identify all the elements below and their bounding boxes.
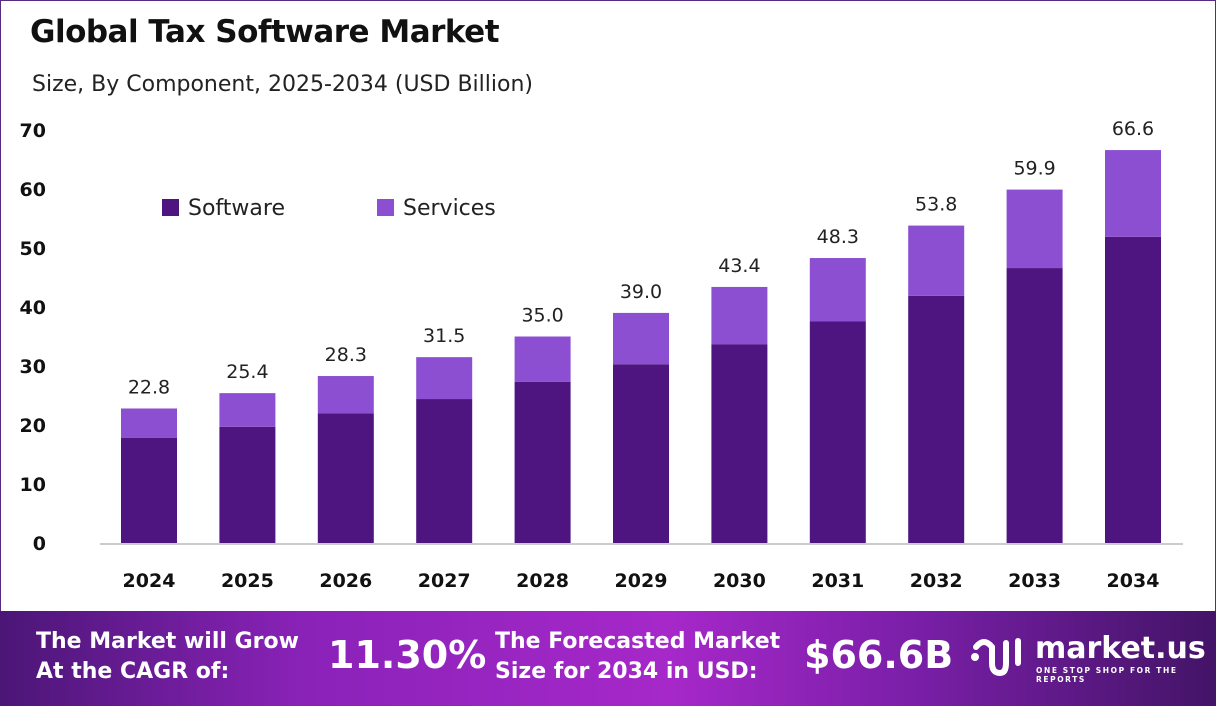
x-tick-label: 2030 <box>713 570 766 592</box>
cagr-label: The Market will Grow At the CAGR of: <box>36 627 299 687</box>
data-label-total: 43.4 <box>718 255 760 277</box>
bar-services-2028 <box>514 336 571 382</box>
bar-software-2030 <box>711 344 768 543</box>
y-tick-label: 30 <box>20 356 46 378</box>
x-tick-label: 2024 <box>123 570 176 592</box>
bar-services-2029 <box>613 312 669 365</box>
bar-services-2026 <box>317 376 374 414</box>
y-tick-label: 50 <box>20 238 46 260</box>
data-label-total: 22.8 <box>128 376 170 398</box>
y-tick-label: 20 <box>20 415 46 437</box>
forecast-label-line2: Size for 2034 in USD: <box>495 659 758 684</box>
legend-swatch-services <box>377 199 394 216</box>
data-label-total: 31.5 <box>423 325 465 347</box>
bar-software-2025 <box>219 426 276 543</box>
bar-software-2027 <box>416 399 473 543</box>
y-tick-label: 0 <box>33 533 46 555</box>
market-us-logo-icon <box>971 638 1021 677</box>
forecast-label-line1: The Forecasted Market <box>495 629 781 654</box>
x-tick-label: 2028 <box>516 570 569 592</box>
cagr-label-line1: The Market will Grow <box>36 629 299 654</box>
legend-swatch-software <box>162 199 179 216</box>
data-label-total: 48.3 <box>817 226 859 248</box>
bar-services-2033 <box>1006 189 1063 269</box>
bar-services-2032 <box>908 225 965 296</box>
brand-tagline: ONE STOP SHOP FOR THE REPORTS <box>1036 666 1178 684</box>
bar-software-2032 <box>908 295 965 543</box>
forecast-label: The Forecasted Market Size for 2034 in U… <box>495 627 780 687</box>
x-tick-label: 2032 <box>910 570 963 592</box>
data-label-total: 28.3 <box>325 344 367 366</box>
data-label-total: 53.8 <box>915 194 957 216</box>
x-tick-label: 2025 <box>221 570 274 592</box>
bar-software-2026 <box>317 413 374 543</box>
chart-title: Global Tax Software Market <box>30 14 500 50</box>
cagr-value: 11.30% <box>328 633 487 677</box>
cagr-label-line2: At the CAGR of: <box>36 659 230 684</box>
bar-services-2025 <box>219 393 276 427</box>
legend-label-software: Software <box>188 196 285 221</box>
x-tick-label: 2027 <box>418 570 471 592</box>
data-label-total: 35.0 <box>521 305 563 327</box>
y-tick-label: 40 <box>20 297 46 319</box>
x-tick-label: 2029 <box>615 570 668 592</box>
bar-chart: 01020304050607022.8202425.4202528.320263… <box>20 118 1183 592</box>
bar-software-2034 <box>1105 236 1161 544</box>
bar-software-2031 <box>809 321 866 543</box>
bar-software-2028 <box>514 381 571 543</box>
bar-software-2033 <box>1006 268 1063 543</box>
bar-software-2029 <box>613 364 669 543</box>
x-tick-label: 2034 <box>1107 570 1160 592</box>
y-tick-label: 10 <box>20 474 46 496</box>
x-tick-label: 2026 <box>319 570 372 592</box>
data-label-total: 25.4 <box>226 361 268 383</box>
chart-subtitle: Size, By Component, 2025-2034 (USD Billi… <box>32 72 533 97</box>
bar-services-2034 <box>1105 150 1161 237</box>
bar-services-2027 <box>416 357 473 400</box>
y-tick-label: 70 <box>20 120 46 142</box>
data-label-total: 39.0 <box>620 281 662 303</box>
bar-services-2030 <box>711 286 768 345</box>
y-tick-label: 60 <box>20 179 46 201</box>
forecast-value: $66.6B <box>804 633 954 677</box>
x-tick-label: 2033 <box>1008 570 1061 592</box>
footer-banner: The Market will Grow At the CAGR of: 11.… <box>0 611 1216 706</box>
bar-services-2024 <box>121 408 177 438</box>
bar-services-2031 <box>809 258 866 322</box>
data-label-total: 59.9 <box>1013 158 1055 180</box>
x-tick-label: 2031 <box>811 570 864 592</box>
data-label-total: 66.6 <box>1112 118 1154 140</box>
legend-label-services: Services <box>403 196 496 221</box>
bar-software-2024 <box>121 437 177 543</box>
brand-name: market.us <box>1035 631 1206 666</box>
